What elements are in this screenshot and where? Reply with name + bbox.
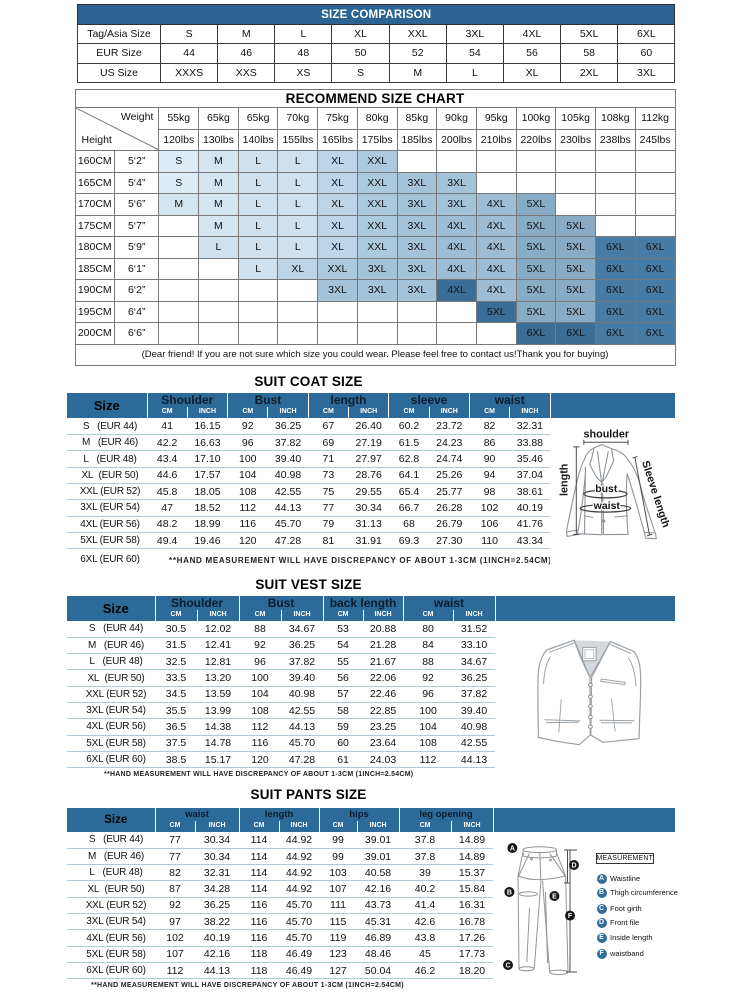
svg-text:D: D <box>571 863 576 870</box>
svg-text:Sleeve length: Sleeve length <box>639 459 672 529</box>
svg-text:waist: waist <box>593 500 621 512</box>
svg-text:B: B <box>507 890 512 897</box>
svg-text:A: A <box>510 846 515 853</box>
svg-text:shoulder: shoulder <box>584 428 630 440</box>
svg-text:bust: bust <box>595 483 618 495</box>
svg-text:C: C <box>505 963 510 970</box>
svg-text:length: length <box>559 464 571 496</box>
svg-text:E: E <box>552 894 557 901</box>
svg-text:F: F <box>568 913 573 920</box>
